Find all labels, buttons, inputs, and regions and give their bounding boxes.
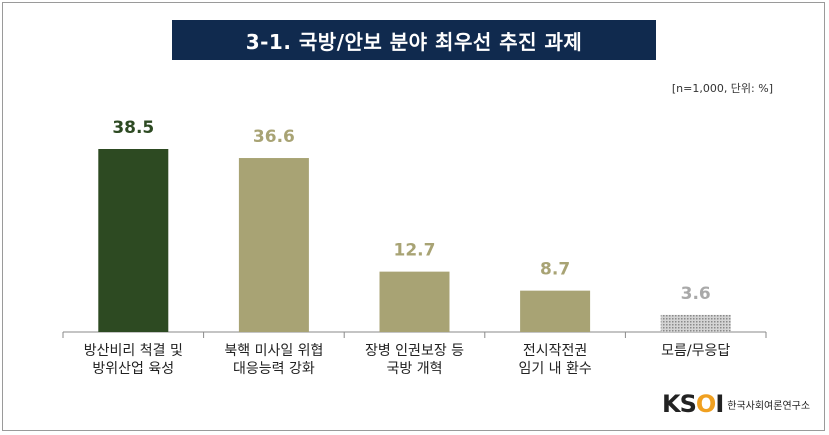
category-label-1-line-1: 방산비리 척결 및	[84, 343, 183, 359]
bar-4	[520, 290, 591, 332]
category-label-3-line-2: 국방 개혁	[387, 361, 443, 377]
value-label-4: 8.7	[540, 260, 570, 280]
logo-text: 한국사회여론연구소	[727, 400, 811, 412]
bar-1	[98, 149, 169, 332]
category-label-4-line-1: 전시작전권	[523, 343, 587, 359]
category-label-1-line-2: 방위산업 육성	[92, 361, 174, 377]
category-label-2-line-2: 대응능력 강화	[233, 361, 315, 377]
bar-2	[238, 158, 309, 332]
logo-mark: KSOI	[662, 390, 724, 418]
value-label-3: 12.7	[394, 241, 436, 261]
value-label-5: 3.6	[681, 284, 711, 304]
unit-note: [n=1,000, 단위: %]	[671, 82, 773, 95]
category-label-3-line-1: 장병 인권보장 등	[365, 343, 464, 359]
bar-5	[660, 314, 731, 332]
chart-title: 3-1. 국방/안보 분야 최우선 추진 과제	[172, 20, 656, 60]
ksoi-logo: KSOI 한국사회여론연구소	[662, 390, 810, 418]
category-label-4-line-2: 임기 내 환수	[518, 361, 591, 377]
category-label-2-line-1: 북핵 미사일 위협	[224, 343, 323, 359]
bar-3	[379, 271, 450, 332]
category-label-5-line-1: 모름/무응답	[661, 343, 730, 359]
value-label-2: 36.6	[253, 127, 295, 147]
value-label-1: 38.5	[112, 118, 154, 138]
